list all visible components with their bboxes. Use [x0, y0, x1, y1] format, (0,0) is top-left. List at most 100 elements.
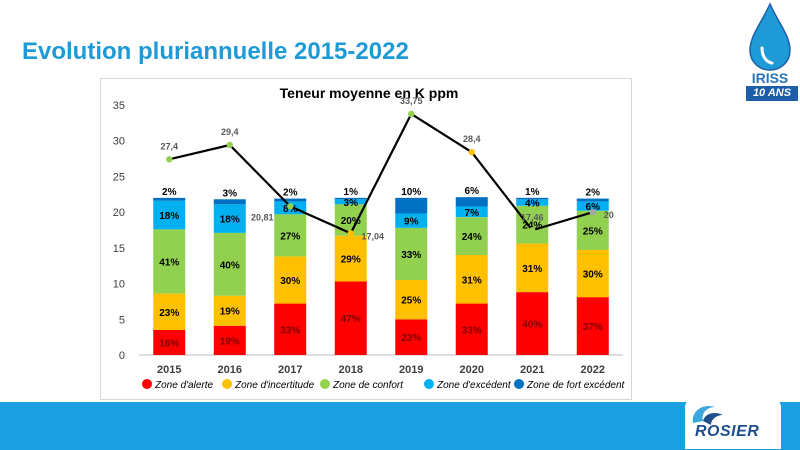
- data-label: 10%: [401, 187, 421, 198]
- data-label: 25%: [583, 226, 603, 237]
- line-point: [166, 156, 173, 163]
- bar-segment: [213, 204, 246, 233]
- data-label: 3%: [223, 188, 238, 199]
- line-point: [589, 208, 596, 216]
- data-label: 31%: [522, 264, 542, 275]
- bar-segment: [213, 295, 246, 326]
- bar-segment: [516, 243, 549, 293]
- line-point: [347, 230, 354, 237]
- line-point: [468, 148, 475, 156]
- iriss-anniversary: 10 ANS: [746, 86, 798, 101]
- line-point: [226, 141, 233, 149]
- chart-title: Teneur moyenne en K ppm: [280, 85, 459, 101]
- bar-segment: [213, 325, 246, 355]
- legend-marker: [222, 379, 232, 389]
- data-label: 2%: [162, 187, 177, 198]
- data-label: 40%: [522, 320, 542, 331]
- line-point-label: 27,4: [160, 141, 178, 151]
- x-tick-label: 2022: [581, 364, 605, 376]
- bar-segment: [576, 201, 609, 211]
- line-series: [168, 112, 594, 235]
- legend-marker: [424, 379, 434, 389]
- bar-segment: [153, 293, 186, 330]
- bar-segment: [455, 255, 488, 304]
- legend-label: Zone d'incertitude: [234, 380, 315, 391]
- y-tick-label: 5: [119, 314, 125, 326]
- line-point: [408, 110, 415, 118]
- y-tick-label: 30: [113, 136, 125, 148]
- chart-frame: Teneur moyenne en K ppm 0 5 10 15 20 25 30 35 201…: [100, 78, 632, 400]
- data-label: 2%: [586, 188, 601, 199]
- y-tick-label: 35: [113, 100, 125, 112]
- x-tick-label: 2016: [218, 364, 242, 376]
- legend-marker: [142, 379, 152, 389]
- slide-title: Evolution pluriannuelle 2015-2022: [22, 38, 409, 65]
- line-point-label: 28,4: [463, 134, 481, 144]
- data-label: 20%: [341, 216, 361, 227]
- bar-segment: [153, 197, 186, 201]
- rosier-logo-text: ROSIER: [695, 423, 760, 440]
- line-point-label: 33,75: [400, 96, 423, 106]
- data-label: 1%: [344, 187, 359, 198]
- bar-segment: [274, 214, 307, 257]
- y-tick-label: 15: [113, 243, 125, 255]
- x-tick-label: 2020: [460, 364, 484, 376]
- data-label: 1%: [525, 187, 540, 198]
- rosier-swirl-icon: [692, 405, 723, 425]
- bar-segment: [455, 217, 488, 255]
- bar-segment: [576, 250, 609, 298]
- line-point: [529, 227, 536, 234]
- data-label: 7%: [465, 208, 480, 219]
- x-tick-label: 2019: [399, 364, 423, 376]
- iriss-badge: IRISS 10 ANS: [742, 2, 798, 102]
- legend-marker: [320, 379, 330, 389]
- bar-segment: [153, 330, 186, 355]
- y-tick-label: 25: [113, 171, 125, 183]
- data-label: 16%: [159, 339, 179, 350]
- bar-segment: [213, 232, 246, 296]
- legend-label: Zone de confort: [332, 380, 404, 391]
- data-label: 30%: [280, 276, 300, 287]
- data-label: 3%: [344, 198, 359, 209]
- data-label: 33%: [401, 250, 421, 261]
- data-label: 4%: [525, 199, 540, 210]
- line-point-label: 29,4: [221, 127, 239, 137]
- rosier-logo: ROSIER: [685, 399, 781, 449]
- bar-segment: [334, 197, 367, 200]
- x-tick-label: 2018: [339, 364, 363, 376]
- data-label: 6%: [586, 202, 601, 213]
- data-label: 19%: [220, 307, 240, 318]
- data-label: 29%: [341, 255, 361, 266]
- bar-segment: [213, 199, 246, 205]
- data-label: 37%: [583, 322, 603, 333]
- bar-segment: [395, 319, 428, 355]
- x-tick-label: 2021: [520, 364, 544, 376]
- data-label: 31%: [462, 275, 482, 286]
- y-tick-label: 0: [119, 350, 125, 362]
- data-label: 40%: [220, 260, 240, 271]
- bar-segment: [576, 198, 609, 202]
- data-label: 30%: [583, 270, 603, 281]
- legend-marker: [514, 379, 524, 389]
- data-label: 25%: [401, 296, 421, 307]
- bar-segment: [576, 210, 609, 250]
- line-point-label: 20: [604, 210, 614, 220]
- bar-segment: [274, 303, 307, 355]
- data-label: 33%: [280, 325, 300, 336]
- y-tick-label: 10: [113, 279, 125, 291]
- data-label: 2%: [283, 188, 298, 199]
- legend-label: Zone de fort excédent: [526, 380, 626, 391]
- data-label: 18%: [220, 215, 240, 226]
- data-label: 23%: [159, 308, 179, 319]
- bar-segment: [455, 197, 488, 207]
- bar-segment: [395, 197, 428, 214]
- bar-segment: [455, 303, 488, 355]
- data-label: 27%: [280, 231, 300, 242]
- data-label: 9%: [404, 217, 419, 228]
- legend-label: Zone d'alerte: [154, 380, 213, 391]
- bar-segment: [274, 198, 307, 202]
- bar-segment: [334, 199, 367, 205]
- bar-segment: [395, 227, 428, 280]
- iriss-name: IRISS: [751, 70, 789, 86]
- bar-segment: [395, 213, 428, 228]
